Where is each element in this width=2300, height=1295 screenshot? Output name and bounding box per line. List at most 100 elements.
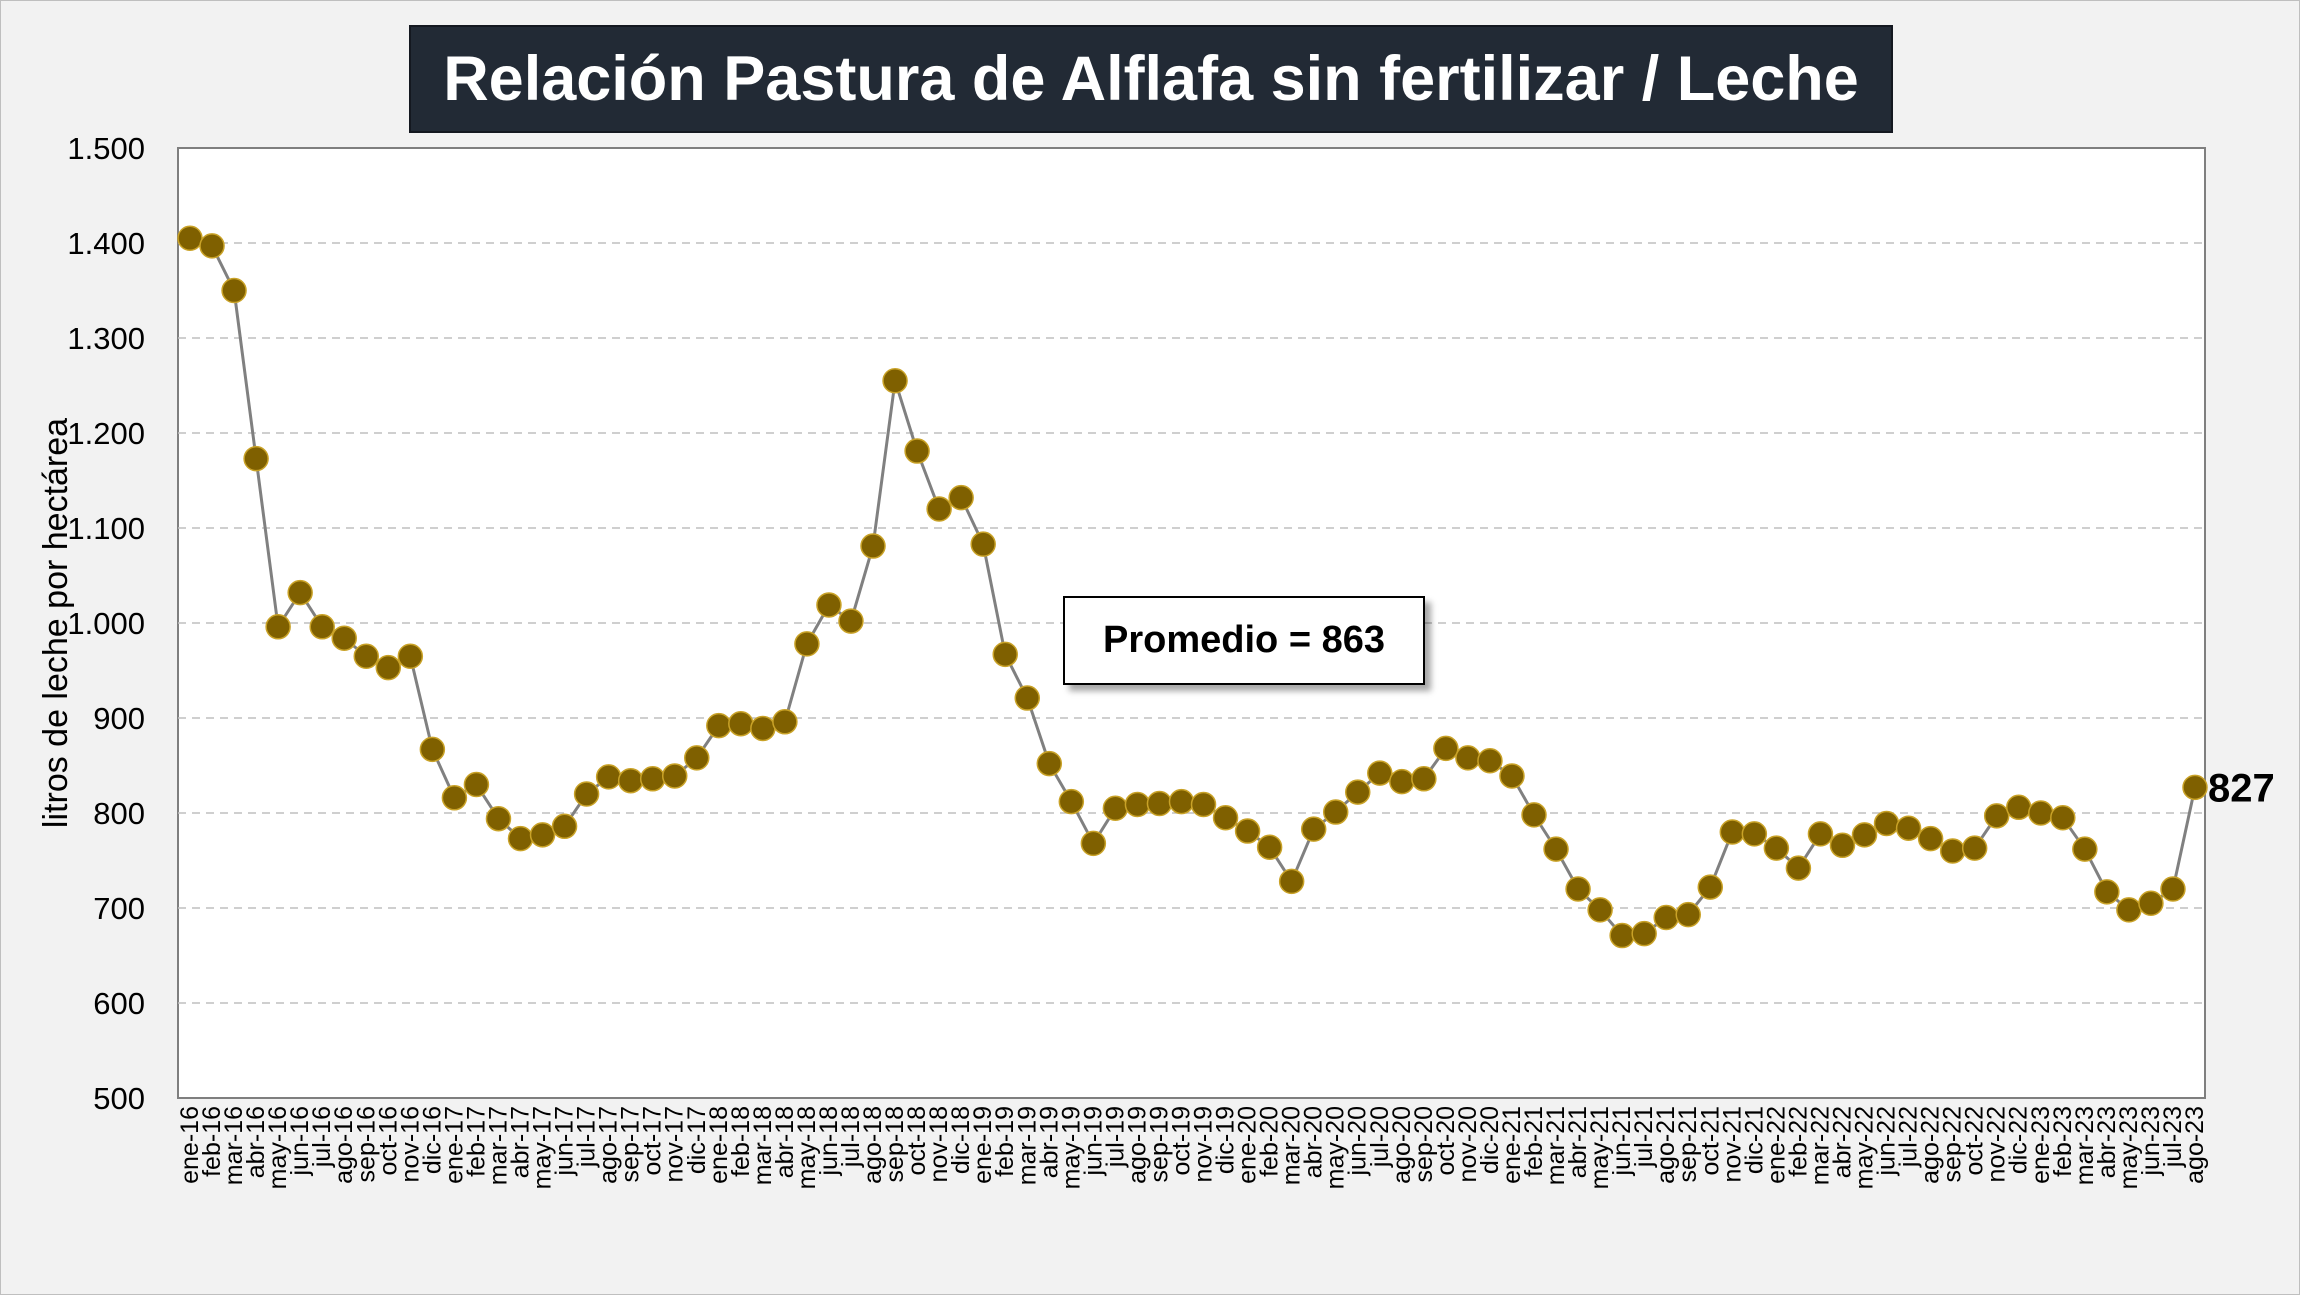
x-tick-label: feb-20 — [1256, 1106, 1284, 1177]
x-tick-label: ago-18 — [859, 1106, 887, 1184]
x-tick-label: nov-18 — [925, 1106, 953, 1182]
x-tick-label: ene-16 — [176, 1106, 204, 1184]
data-point — [926, 496, 952, 522]
data-point — [728, 710, 754, 737]
data-point — [1675, 901, 1701, 928]
data-point — [1521, 802, 1547, 828]
x-tick-label: jul-18 — [837, 1106, 865, 1168]
data-point — [2094, 879, 2120, 905]
data-point — [2116, 897, 2142, 923]
data-point — [353, 643, 380, 669]
data-point — [684, 745, 710, 771]
data-point — [1278, 868, 1305, 895]
x-tick-label: may-17 — [529, 1106, 557, 1189]
x-tick-label: mar-20 — [1278, 1106, 1306, 1185]
x-tick-label: nov-22 — [1983, 1106, 2011, 1182]
y-tick-label: 600 — [93, 986, 145, 1021]
x-tick-label: jun-16 — [286, 1106, 314, 1177]
data-point — [529, 822, 556, 848]
x-tick-label: dic-21 — [1740, 1106, 1768, 1174]
x-tick-label: jul-19 — [1101, 1106, 1129, 1168]
data-point — [221, 277, 247, 304]
x-tick-label: ene-19 — [969, 1106, 997, 1184]
data-point — [309, 614, 335, 640]
x-tick-label: abr-17 — [506, 1106, 534, 1178]
x-tick-label: ago-21 — [1652, 1106, 1680, 1184]
data-point — [1785, 855, 1812, 881]
data-point — [1499, 763, 1525, 789]
data-point — [2005, 794, 2032, 821]
average-annotation: Promedio = 863 — [1063, 596, 1425, 685]
data-point — [1256, 834, 1283, 860]
x-tick-label: mar-21 — [1542, 1106, 1570, 1185]
data-point — [1631, 920, 1657, 947]
data-point — [1212, 805, 1239, 831]
x-tick-label: oct-19 — [1167, 1106, 1195, 1175]
x-tick-label: may-22 — [1851, 1106, 1879, 1189]
x-tick-label: feb-19 — [991, 1106, 1019, 1177]
x-tick-label: jun-17 — [551, 1106, 579, 1177]
series-markers — [177, 225, 2208, 949]
data-point — [794, 631, 820, 657]
x-tick-label: feb-17 — [462, 1106, 490, 1177]
data-point — [1697, 874, 1724, 900]
last-value-label: 827 — [2208, 766, 2275, 810]
x-tick-label: mar-17 — [484, 1106, 512, 1185]
x-tick-label: sep-17 — [617, 1106, 645, 1182]
data-point — [2028, 800, 2054, 826]
data-point — [1873, 810, 1900, 837]
data-point — [441, 785, 468, 811]
data-point — [706, 712, 732, 739]
data-point — [1124, 791, 1151, 818]
x-tick-label: ene-22 — [1762, 1106, 1790, 1184]
y-tick-label: 700 — [93, 891, 145, 926]
data-point — [1719, 819, 1746, 845]
data-point — [1543, 836, 1569, 862]
data-point — [177, 225, 203, 251]
x-tick-label: ene-17 — [440, 1106, 468, 1184]
data-point — [1367, 760, 1393, 786]
x-tick-label: may-20 — [1322, 1106, 1350, 1189]
data-point — [419, 736, 446, 763]
data-point — [1961, 835, 1988, 861]
data-point — [485, 805, 512, 832]
y-axis-ticks: 500 600 700 800 900 1.000 1.100 1.200 1.300 1.400… — [67, 131, 145, 1116]
x-tick-label: dic-22 — [2005, 1106, 2033, 1174]
x-tick-label: ago-16 — [330, 1106, 358, 1184]
y-tick-label: 1.000 — [67, 606, 145, 641]
data-point — [1807, 821, 1834, 847]
x-tick-label: feb-23 — [2049, 1106, 2077, 1177]
x-tick-label: nov-19 — [1190, 1106, 1218, 1182]
data-point — [2138, 890, 2164, 916]
x-tick-label: nov-16 — [396, 1106, 424, 1182]
y-tick-label: 1.100 — [67, 511, 145, 546]
x-tick-label: ene-21 — [1498, 1106, 1526, 1184]
data-point — [1741, 821, 1768, 847]
data-point — [551, 813, 578, 840]
data-point — [1829, 832, 1856, 859]
data-point — [1322, 799, 1349, 825]
x-tick-label: jun-18 — [815, 1106, 843, 1177]
data-point — [1565, 876, 1591, 902]
x-tick-label: jun-19 — [1079, 1106, 1107, 1177]
data-point — [992, 641, 1018, 668]
x-tick-label: ene-18 — [705, 1106, 733, 1184]
x-tick-label: oct-18 — [903, 1106, 931, 1175]
data-point — [1895, 815, 1922, 841]
x-tick-label: jul-22 — [1895, 1106, 1923, 1168]
data-point — [1983, 803, 2010, 829]
data-point — [2072, 836, 2098, 862]
data-point — [595, 764, 622, 790]
data-point — [1300, 816, 1327, 842]
x-tick-label: mar-23 — [2071, 1106, 2099, 1185]
data-point — [1917, 825, 1944, 852]
x-tick-label: ago-19 — [1123, 1106, 1151, 1184]
x-tick-label: ago-22 — [1917, 1106, 1945, 1184]
data-point — [750, 715, 776, 742]
data-point — [2050, 805, 2076, 831]
data-point — [1939, 838, 1966, 864]
x-tick-label: ene-23 — [2027, 1106, 2055, 1184]
x-tick-label: oct-21 — [1696, 1106, 1724, 1175]
data-point — [948, 484, 974, 511]
y-tick-label: 1.400 — [67, 226, 145, 261]
